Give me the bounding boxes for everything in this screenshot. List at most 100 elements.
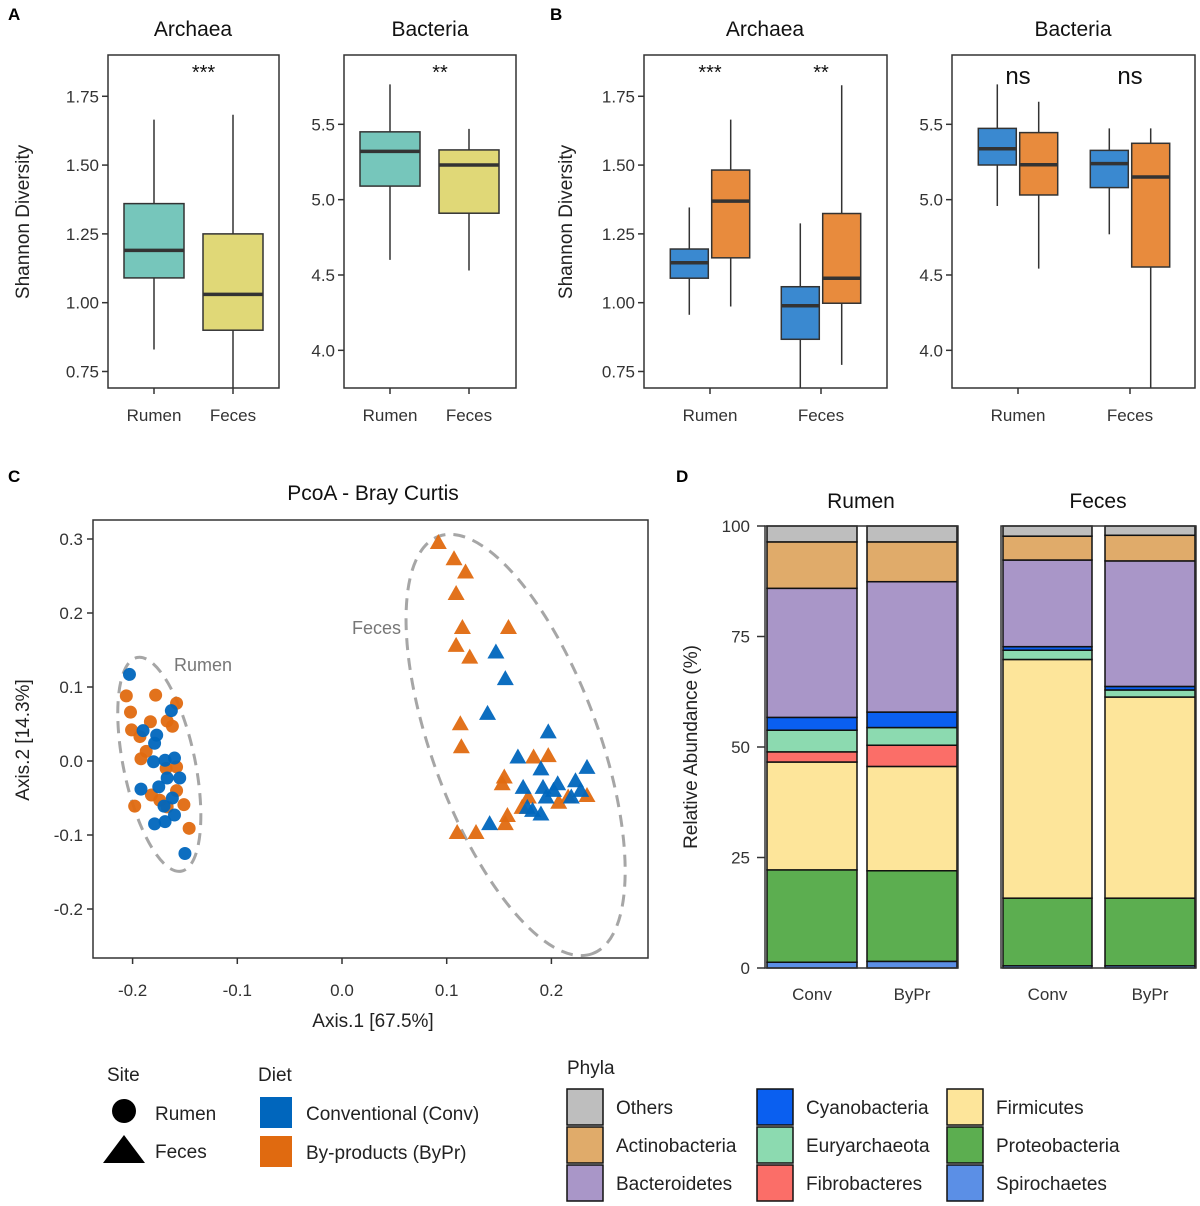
panel-frame	[764, 525, 959, 969]
y-tick-label: 1.00	[602, 294, 635, 313]
box-rumen-conv	[977, 84, 1018, 206]
significance-label: **	[813, 62, 829, 84]
y-tick-label: 0.75	[602, 362, 635, 381]
pcoa-scatter: PcoA - Bray Curtis Axis.1 [67.5%] Axis.2 […	[13, 482, 649, 1032]
facet-title: Feces	[1069, 490, 1126, 513]
panel-letter-d: D	[676, 467, 688, 486]
bar-segment-actinobacteria	[766, 541, 858, 590]
significance-label: ***	[698, 62, 722, 84]
box-feces-bypr	[1130, 128, 1171, 388]
bar-segment-euryarchaeota	[766, 729, 858, 753]
bar-segment-fibrobacteres	[866, 744, 958, 768]
legend-swatch	[566, 1088, 604, 1126]
point-triangle	[524, 801, 542, 817]
point-circle	[128, 799, 142, 813]
point-triangle	[457, 563, 475, 579]
plot-title: Bacteria	[391, 18, 468, 41]
panel-frame	[643, 54, 888, 389]
point-circle	[143, 715, 157, 729]
y-tick-label: 5.0	[311, 191, 335, 210]
legends: Site Rumen Feces Diet Conventional (Conv) By-…	[103, 1058, 1120, 1202]
x-tick-label: Feces	[446, 406, 492, 425]
x-tick-label: Feces	[798, 406, 844, 425]
bar-segment-bacteroidetes	[1104, 560, 1196, 688]
point-circle	[148, 736, 162, 750]
point-circle	[167, 808, 181, 822]
bar-segment-actinobacteria	[866, 541, 958, 583]
y-axis-label: Shannon Diversity	[13, 144, 34, 299]
boxplot-A-bacteria: Bacteria 4.0 4.5 5.0 5.5 Rumen Feces **	[311, 18, 517, 425]
box-iqr	[123, 202, 185, 279]
bar-segment-cyanobacteria	[866, 711, 958, 729]
bar-segment-euryarchaeota	[1002, 649, 1093, 661]
series-feces-bypr	[429, 533, 596, 840]
legend-label: Actinobacteria	[616, 1136, 737, 1157]
bar-segment-proteobacteria	[866, 870, 958, 963]
y-tick-label: 4.5	[919, 266, 943, 285]
point-triangle	[451, 715, 469, 731]
y-tick-label: 75	[731, 628, 750, 647]
point-triangle	[447, 636, 465, 652]
x-tick-label: 0.0	[330, 981, 354, 1000]
y-tick-label: 0.75	[66, 362, 99, 381]
point-circle	[177, 798, 191, 812]
boxplot-A-archaea: Archaea Shannon Diversity 0.75 1.00 1.25 1.50…	[13, 18, 280, 425]
box-rumen-bypr	[1018, 101, 1059, 269]
y-tick-label: 4.5	[311, 266, 335, 285]
circle-icon	[112, 1099, 136, 1123]
x-tick-label: -0.1	[223, 981, 252, 1000]
x-tick-label: 0.1	[435, 981, 459, 1000]
bar-segment-others	[1002, 525, 1093, 537]
point-circle	[148, 817, 162, 831]
point-circle	[134, 752, 148, 766]
point-triangle	[479, 704, 497, 720]
point-triangle	[544, 781, 562, 797]
legend-swatch	[566, 1126, 604, 1164]
point-circle	[147, 755, 161, 769]
x-tick-label: ByPr	[894, 985, 931, 1004]
box-iqr	[780, 285, 821, 341]
x-tick-label: Rumen	[363, 406, 418, 425]
y-tick-label: 0.3	[59, 530, 83, 549]
legend-swatch	[756, 1088, 794, 1126]
point-triangle	[487, 643, 505, 659]
y-axis-label: Shannon Diversity	[556, 144, 577, 299]
bar-segment-actinobacteria	[1002, 535, 1093, 561]
significance-label: ns	[1005, 63, 1030, 90]
y-tick-label: 0.2	[59, 604, 83, 623]
point-triangle	[481, 815, 499, 831]
plot-title: PcoA - Bray Curtis	[287, 482, 459, 505]
panel-letter-b: B	[550, 5, 562, 24]
box-feces	[438, 128, 500, 271]
y-tick-label: 1.25	[602, 225, 635, 244]
point-circle	[122, 667, 136, 681]
x-axis-label: Axis.1 [67.5%]	[312, 1011, 433, 1032]
point-circle	[136, 724, 150, 738]
point-circle	[173, 771, 187, 785]
box-iqr	[1130, 142, 1171, 268]
point-circle	[152, 780, 166, 794]
ellipse-label-rumen: Rumen	[174, 655, 232, 675]
bar-segment-euryarchaeota	[1104, 689, 1196, 698]
box-iqr	[359, 131, 421, 187]
box-feces-conv	[1089, 128, 1130, 235]
y-tick-label: 4.0	[919, 341, 943, 360]
box-rumen-bypr	[710, 119, 751, 307]
box-rumen-conv	[669, 207, 710, 315]
point-triangle	[539, 723, 557, 739]
x-tick-label: Feces	[210, 406, 256, 425]
legend-swatch	[946, 1126, 984, 1164]
point-circle	[182, 821, 196, 835]
panel-letter-c: C	[8, 467, 20, 486]
legend-swatch	[260, 1136, 292, 1167]
point-circle	[158, 815, 172, 829]
y-tick-label: -0.1	[54, 826, 83, 845]
x-tick-label: 0.2	[540, 981, 564, 1000]
point-triangle	[445, 550, 463, 566]
bar-segment-actinobacteria	[1104, 534, 1196, 562]
legend-swatch	[946, 1088, 984, 1126]
box-rumen	[359, 84, 421, 260]
point-triangle	[498, 807, 516, 823]
point-triangle	[447, 585, 465, 601]
